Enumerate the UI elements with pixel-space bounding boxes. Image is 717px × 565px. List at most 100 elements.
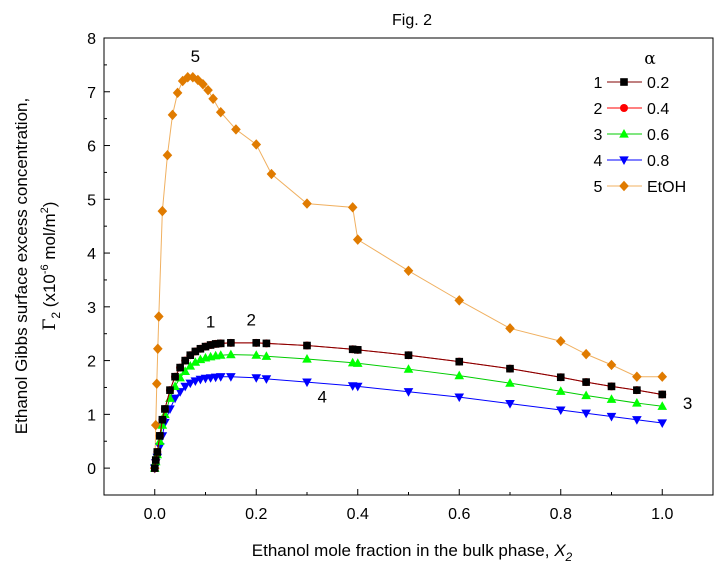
data-point: [203, 84, 213, 96]
data-point: [606, 412, 617, 422]
curve-label: 2: [246, 311, 255, 330]
data-point: [150, 464, 159, 472]
data-point: [555, 386, 566, 395]
data-point: [455, 357, 464, 366]
legend-label: 0.4: [647, 101, 669, 118]
data-point: [506, 364, 514, 373]
data-point: [582, 378, 590, 386]
data-point: [154, 311, 164, 322]
y-axis-unit-pre: (x10: [40, 274, 59, 312]
x-axis-title-var: X: [553, 541, 566, 560]
data-point: [190, 357, 201, 366]
data-point: [176, 363, 184, 372]
data-point: [206, 341, 215, 349]
data-point: [261, 375, 272, 384]
data-point: [181, 356, 189, 365]
data-point: [302, 198, 312, 209]
y-tick-label: 4: [87, 246, 96, 263]
legend-label: 0.2: [647, 75, 669, 92]
legend-number: 3: [594, 127, 603, 144]
data-point: [302, 353, 312, 363]
x-axis-title-main: Ethanol mole fraction in the bulk phase,: [252, 541, 554, 560]
data-point: [657, 371, 668, 382]
data-point: [347, 202, 358, 213]
data-point: [606, 394, 617, 403]
data-point: [353, 346, 362, 354]
data-point: [403, 364, 414, 373]
legend-number: 4: [594, 153, 603, 170]
y-axis-unit-post: ): [40, 202, 59, 208]
data-point: [266, 168, 277, 180]
data-point: [658, 390, 667, 399]
data-point: [216, 339, 225, 348]
data-point: [262, 339, 271, 348]
data-point: [404, 351, 413, 360]
curve-label: 1: [206, 312, 215, 331]
data-point: [215, 106, 226, 118]
data-point: [633, 386, 641, 394]
data-point: [632, 416, 642, 425]
series-1: [150, 339, 667, 472]
data-point: [581, 348, 591, 360]
data-point: [352, 358, 363, 367]
data-point: [171, 372, 179, 381]
data-point: [215, 350, 226, 359]
x-axis-title-sub: 2: [565, 550, 573, 564]
data-point: [180, 382, 190, 392]
series-3: [149, 349, 668, 472]
data-point: [156, 432, 164, 440]
x-tick-label: 0.4: [347, 506, 369, 523]
data-point: [226, 373, 236, 382]
data-point: [352, 382, 363, 392]
data-point: [454, 393, 465, 403]
data-point: [251, 374, 262, 383]
x-tick-label: 0.8: [550, 506, 572, 523]
data-point: [454, 295, 465, 306]
curve-label: 3: [683, 394, 692, 413]
curve-label: 5: [191, 47, 200, 66]
data-point: [251, 350, 262, 359]
data-point: [226, 349, 236, 359]
data-point: [505, 378, 515, 387]
legend-marker: [620, 78, 628, 86]
data-point: [556, 373, 565, 382]
data-point: [157, 420, 168, 429]
data-point: [198, 79, 208, 90]
y-tick-label: 0: [87, 461, 96, 478]
legend-marker: [619, 156, 629, 165]
data-point: [606, 359, 617, 371]
data-point: [252, 339, 261, 347]
x-tick-label: 0.6: [448, 506, 470, 523]
data-point: [261, 351, 272, 360]
data-point: [227, 339, 235, 347]
data-point: [632, 398, 642, 407]
data-point: [505, 400, 515, 409]
axes-ticks: 0.0 0.2 0.4 0.6 0.8 1.0 0 1 2 3 4 5 6 7 8: [87, 31, 714, 523]
legend-number: 2: [594, 101, 603, 118]
data-point: [167, 109, 178, 121]
data-point: [657, 419, 668, 428]
series-layer: [149, 72, 668, 474]
legend-marker: [619, 129, 629, 138]
data-point: [175, 388, 185, 397]
legend-marker: [620, 104, 628, 112]
data-point: [302, 378, 312, 388]
data-point: [162, 150, 173, 161]
y-tick-label: 3: [87, 300, 96, 317]
data-point: [196, 344, 205, 353]
data-point: [193, 74, 203, 86]
data-point: [251, 139, 262, 150]
data-point: [170, 394, 180, 404]
data-point: [201, 342, 210, 351]
y-tick-label: 2: [87, 354, 96, 371]
data-point: [231, 124, 241, 135]
y-tick-label: 7: [87, 85, 96, 102]
data-point: [555, 336, 566, 347]
x-tick-label: 0.0: [144, 506, 166, 523]
data-point: [186, 351, 195, 360]
data-point: [158, 415, 167, 424]
data-point: [211, 340, 220, 348]
data-point: [172, 87, 183, 99]
legend-label: 0.6: [647, 127, 669, 144]
